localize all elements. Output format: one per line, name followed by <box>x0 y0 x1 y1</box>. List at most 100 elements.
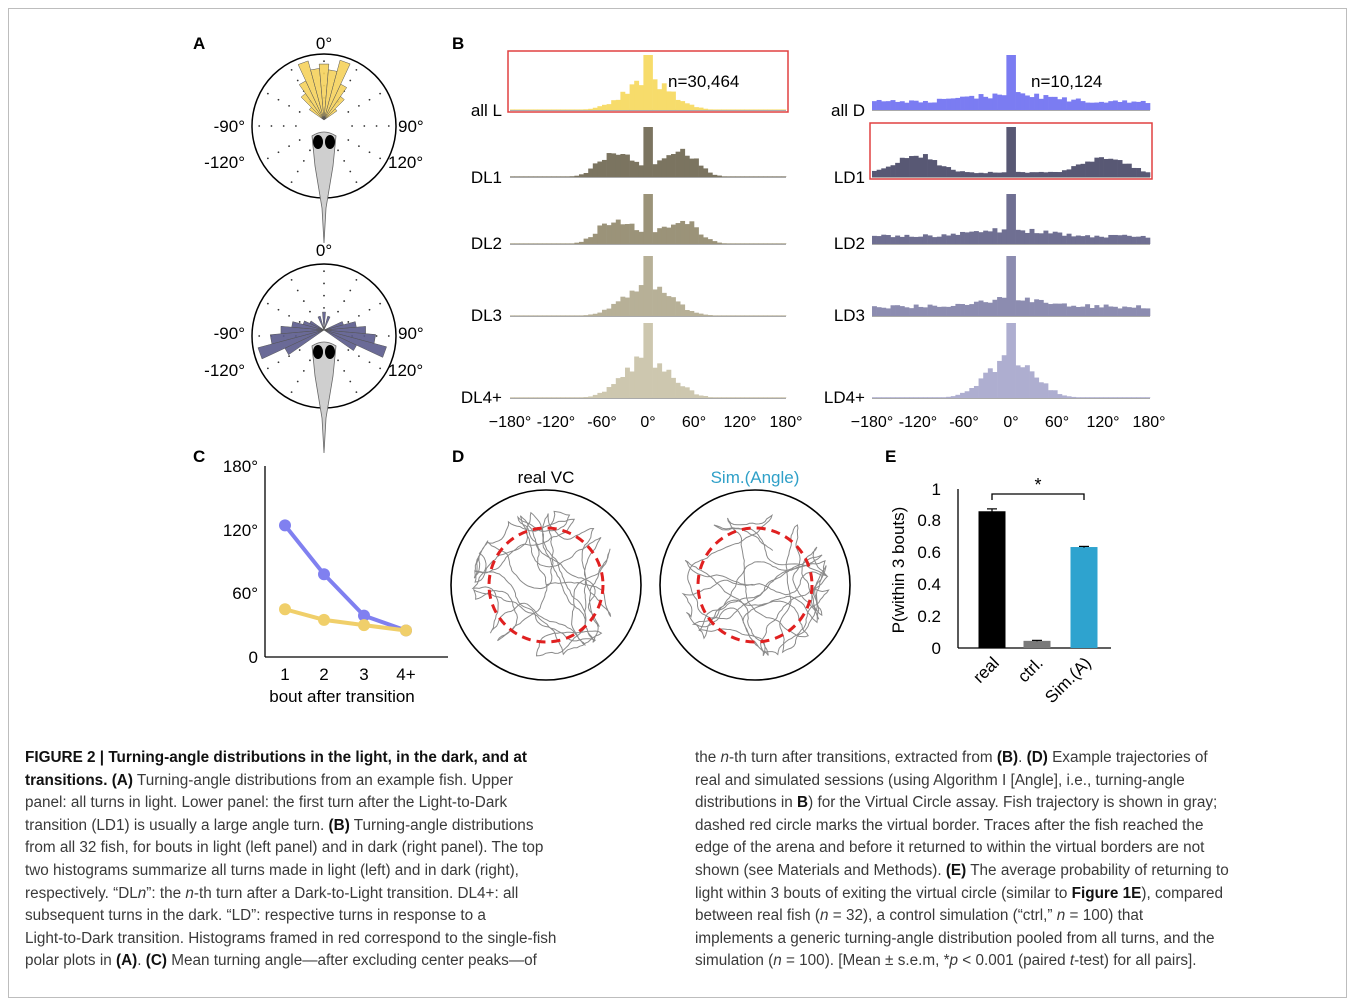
chart-c-ytick-0: 0 <box>249 648 258 667</box>
hist-bar <box>546 315 552 316</box>
hist-bar <box>781 397 787 398</box>
fish-eye-right <box>325 345 335 359</box>
hist-bar <box>1006 256 1012 316</box>
hist-bar <box>997 172 1003 177</box>
hist-right-tick-5: 120° <box>1086 414 1119 431</box>
polar-bin <box>308 106 325 121</box>
hist-bar <box>997 94 1003 110</box>
hist-bar <box>510 315 515 316</box>
hist-bar <box>657 228 663 244</box>
hist-bar <box>1126 163 1132 177</box>
hist-right-row-label-4: LD4+ <box>824 388 865 407</box>
polar-grid-dot <box>337 149 339 152</box>
hist-bar <box>666 155 672 177</box>
hist-bar <box>565 397 571 398</box>
left-segment: . <box>137 952 146 970</box>
hist-bar <box>899 236 905 244</box>
hist-bar <box>717 242 722 244</box>
hist-right-row-label-1: LD1 <box>834 168 865 187</box>
hist-bar <box>735 315 741 316</box>
hist-bar <box>969 231 975 244</box>
hist-bar <box>876 169 882 177</box>
polar-top-label-120: 120° <box>388 153 423 172</box>
hist-bar <box>992 93 998 110</box>
hist-bar <box>560 176 566 177</box>
polar-grid-dot <box>288 104 290 107</box>
hist-bar <box>753 243 759 244</box>
hist-bar <box>1034 299 1040 316</box>
hist-bar <box>606 308 612 316</box>
chart-c-xtick-2: 2 <box>319 665 328 684</box>
hist-bar <box>546 397 552 398</box>
hist-bar <box>721 243 727 244</box>
hist-bar <box>1094 235 1100 244</box>
hist-bar <box>767 109 773 110</box>
hist-bar <box>1057 172 1063 177</box>
right-segment: the <box>695 749 721 766</box>
hist-bar <box>964 304 970 316</box>
hist-bar <box>1011 55 1016 110</box>
hist-bar <box>560 397 566 398</box>
polar-grid-dot <box>349 380 352 383</box>
hist-bar <box>772 315 778 316</box>
polar-grid-dot <box>323 282 325 285</box>
hist-bar <box>712 241 718 244</box>
hist-bar <box>694 107 699 110</box>
hist-bar <box>899 306 905 316</box>
chart-c-point <box>400 624 412 637</box>
hist-bar <box>556 397 561 398</box>
hist-bar <box>936 165 942 177</box>
hist-bar <box>707 172 713 177</box>
right-segment: shown (see Materials and Methods). <box>695 861 946 879</box>
hist-bar <box>909 308 914 316</box>
hist-bar <box>542 315 548 316</box>
hist-bar <box>1057 232 1063 244</box>
hist-bar <box>657 286 663 316</box>
hist-bar <box>973 385 979 398</box>
hist-bar <box>1089 237 1095 244</box>
hist-bar <box>987 368 993 398</box>
hist-bar <box>680 220 686 244</box>
hist-bar <box>918 102 924 110</box>
hist-bar <box>744 243 750 244</box>
hist-bar <box>620 376 626 398</box>
polar-grid-dot <box>295 125 297 127</box>
hist-bar <box>684 387 690 398</box>
polar-grid-dot <box>288 314 290 317</box>
hist-bar <box>1080 163 1086 177</box>
hist-bar <box>510 109 515 110</box>
hist-bar <box>1099 397 1104 398</box>
hist-bar <box>730 397 736 398</box>
hist-bar <box>890 237 896 244</box>
hist-bar <box>735 176 741 177</box>
hist-bar <box>546 243 552 244</box>
hist-bar <box>749 397 755 398</box>
hist-bar <box>776 176 782 177</box>
hist-bar <box>652 367 658 398</box>
hist-bar <box>1024 365 1030 398</box>
caption-right-column: the n-th turn after transitions, extract… <box>695 747 1350 973</box>
hist-bar <box>960 96 965 110</box>
hist-bar <box>983 372 989 398</box>
right-segment: n <box>1056 907 1066 925</box>
left-segment: polar plots in <box>25 952 116 970</box>
hist-bar <box>1071 396 1077 398</box>
hist-bar <box>941 397 947 398</box>
hist-bar <box>890 165 896 177</box>
histograms-dark <box>869 55 1153 399</box>
right-segment: = 32), a control simulation (“ctrl,” <box>828 907 1057 925</box>
hist-bar <box>588 396 594 398</box>
hist-bar <box>767 397 773 398</box>
hist-bar <box>712 174 718 177</box>
left-line-5: two histograms summarize all turns made … <box>25 860 670 883</box>
hist-bar <box>523 397 529 398</box>
hist-bar <box>666 227 672 244</box>
hist-bar <box>922 397 928 398</box>
trajectory-sim-title: Sim.(Angle) <box>711 468 800 487</box>
left-segment: Mean turning angle—after excluding cente… <box>166 952 537 970</box>
hist-bar <box>740 397 745 398</box>
hist-bar <box>1117 101 1123 110</box>
polar-grid-dot <box>358 314 360 317</box>
left-line-3: transition (LD1) is usually a large angl… <box>25 815 670 838</box>
hist-bar <box>698 107 704 110</box>
